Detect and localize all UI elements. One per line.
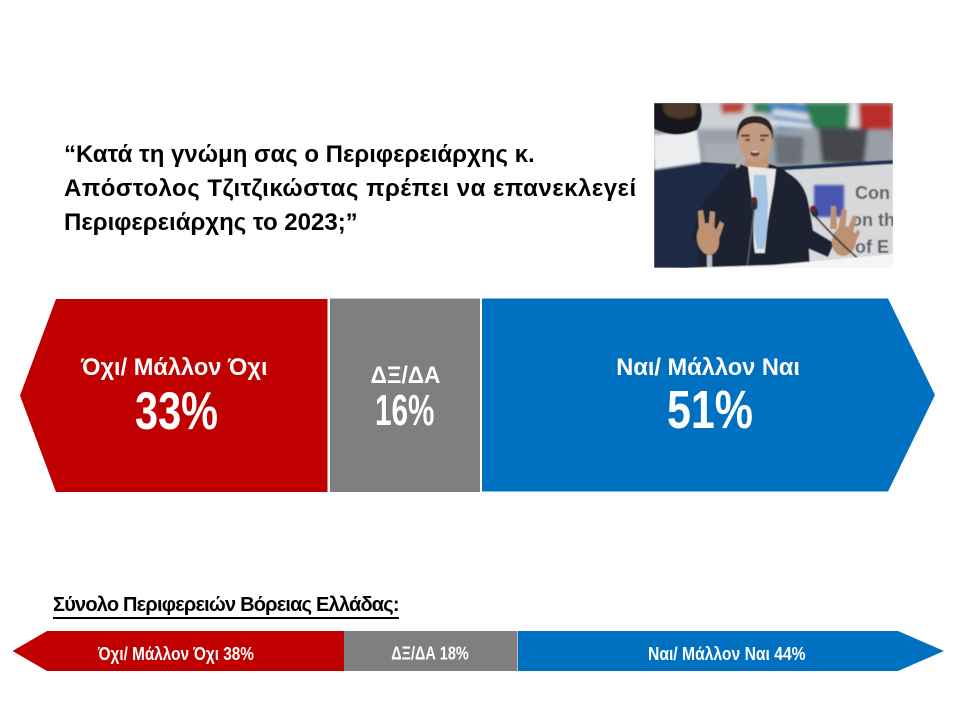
svg-text:16%: 16% xyxy=(375,386,434,435)
svg-text:ΔΞ/ΔΑ 18%: ΔΞ/ΔΑ 18% xyxy=(391,644,469,664)
svg-text:ΔΞ/ΔΑ: ΔΞ/ΔΑ xyxy=(371,362,441,389)
svg-text:Ναι/ Μάλλον Ναι 44%: Ναι/ Μάλλον Ναι 44% xyxy=(648,644,806,664)
svg-text:Όχι/ Μάλλον Όχι 38%: Όχι/ Μάλλον Όχι 38% xyxy=(97,644,254,664)
svg-text:33%: 33% xyxy=(135,382,218,441)
svg-text:Όχι/ Μάλλον Όχι: Όχι/ Μάλλον Όχι xyxy=(80,354,267,381)
svg-text:of E: of E xyxy=(855,237,889,257)
svg-text:Ναι/ Μάλλον Ναι: Ναι/ Μάλλον Ναι xyxy=(616,354,800,381)
svg-text:on th: on th xyxy=(851,210,893,230)
svg-text:Con: Con xyxy=(855,183,890,203)
svg-text:51%: 51% xyxy=(667,380,753,440)
